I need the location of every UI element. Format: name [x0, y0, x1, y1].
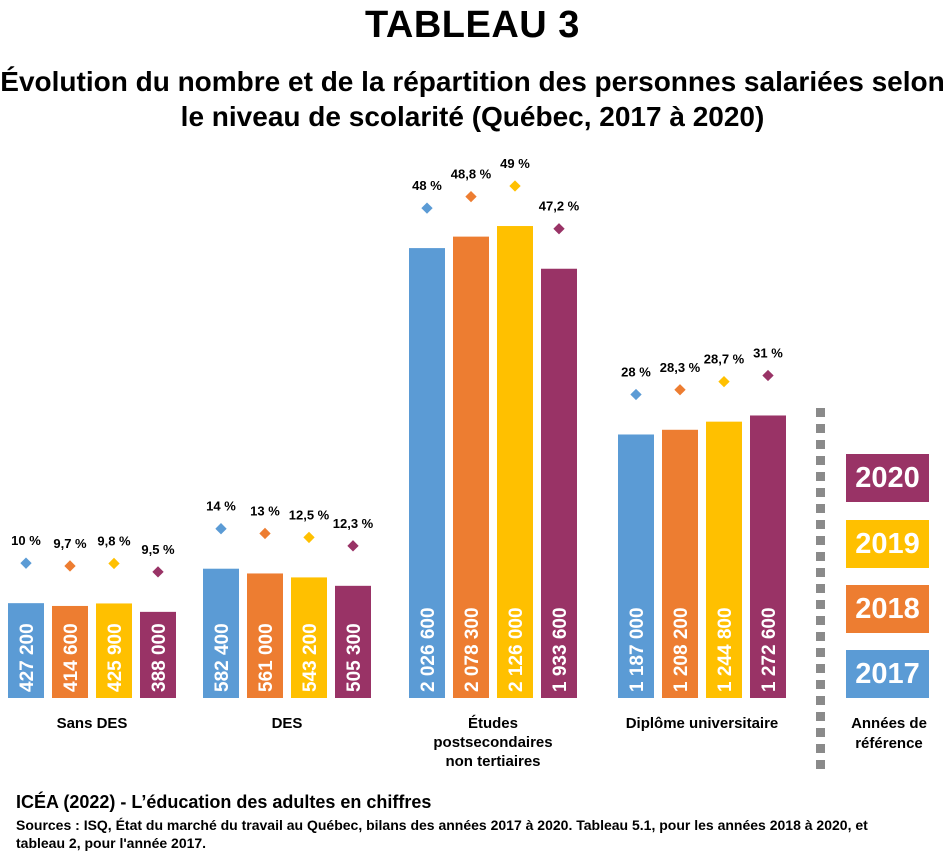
share-marker: [303, 531, 315, 544]
bar-2017-2: [409, 248, 445, 699]
bar-value-label: 1 272 600: [759, 607, 780, 692]
bar-value-label: 414 600: [61, 623, 82, 692]
bar-2020-3: [750, 415, 786, 698]
bar-value-label: 543 200: [300, 623, 321, 692]
share-label: 47,2 %: [539, 199, 580, 214]
category-label: Diplôme universitaire: [625, 715, 779, 732]
share-marker: [20, 557, 32, 569]
bar-2017-0: [8, 603, 44, 698]
bar-2020-1: [335, 585, 371, 698]
bar-value-label: 2 026 600: [418, 607, 439, 692]
bar-value-label: 561 000: [256, 623, 277, 692]
category-label: Sans DES: [56, 715, 128, 732]
bar-2019-2: [497, 226, 533, 698]
share-label: 49 %: [500, 156, 530, 171]
bar-2019-0: [96, 603, 132, 698]
bar-2020-2: [541, 268, 577, 698]
share-label: 12,3 %: [333, 516, 374, 531]
legend-item-2020: 2020: [846, 454, 929, 502]
chart-title: TABLEAU 3: [365, 4, 580, 46]
legend-item-2018: 2018: [846, 585, 929, 633]
category-label: Études postsecondaires non tertiaires: [433, 715, 553, 770]
bar-value-label: 1 187 000: [627, 607, 648, 692]
bar-value-label: 425 900: [105, 623, 126, 692]
chart-subtitle: Évolution du nombre et de la répartition…: [0, 66, 945, 132]
share-label: 9,5 %: [141, 542, 175, 557]
bar-2018-2: [453, 236, 489, 698]
bar-value-label: 388 000: [149, 623, 170, 692]
share-marker: [553, 223, 565, 235]
share-label: 10 %: [11, 533, 41, 548]
share-marker: [718, 375, 730, 388]
legend-divider: [816, 408, 825, 774]
share-marker: [421, 202, 433, 214]
share-marker: [64, 560, 76, 572]
share-marker: [152, 566, 164, 578]
bar-value-label: 427 200: [17, 623, 38, 692]
share-marker: [347, 540, 359, 552]
share-marker: [465, 190, 477, 203]
share-label: 28 %: [621, 364, 651, 379]
bar-value-label: 1 208 200: [671, 607, 692, 692]
legend-item-2019: 2019: [846, 520, 929, 568]
share-marker: [259, 527, 271, 540]
share-label: 31 %: [753, 345, 783, 360]
bar-value-label: 2 126 000: [506, 607, 527, 692]
legend-item-2017: 2017: [846, 650, 929, 698]
share-marker: [215, 523, 227, 535]
share-label: 9,8 %: [97, 533, 131, 548]
bar-value-label: 582 400: [212, 623, 233, 692]
share-label: 48 %: [412, 178, 442, 193]
share-marker: [762, 369, 774, 382]
bar-value-label: 2 078 300: [462, 607, 483, 692]
bar-2018-1: [247, 573, 283, 698]
source-text: Sources : ISQ, État du marché du travail…: [16, 817, 868, 851]
share-marker: [108, 557, 120, 570]
bar-2018-3: [662, 429, 698, 698]
bar-2020-0: [140, 611, 176, 698]
share-label: 12,5 %: [289, 507, 330, 522]
share-label: 14 %: [206, 499, 236, 514]
bar-2019-1: [291, 577, 327, 698]
bar-2017-3: [618, 434, 654, 698]
share-marker: [509, 180, 521, 192]
bar-value-label: 1 244 800: [715, 607, 736, 692]
bar-2019-3: [706, 421, 742, 698]
share-label: 48,8 %: [451, 167, 492, 182]
share-label: 28,7 %: [704, 352, 745, 367]
bar-value-label: 1 933 600: [550, 607, 571, 692]
bar-value-label: 505 300: [344, 623, 365, 692]
bar-2018-0: [52, 605, 88, 698]
share-label: 13 %: [250, 503, 280, 518]
share-label: 28,3 %: [660, 360, 701, 375]
source-title: ICÉA (2022) - L’éducation des adultes en…: [16, 792, 432, 812]
bar-2017-1: [203, 568, 239, 698]
share-marker: [630, 388, 642, 401]
share-label: 9,7 %: [53, 536, 87, 551]
share-marker: [674, 384, 686, 396]
legend-title: Années de référence: [851, 715, 927, 752]
category-label: DES: [271, 715, 303, 732]
